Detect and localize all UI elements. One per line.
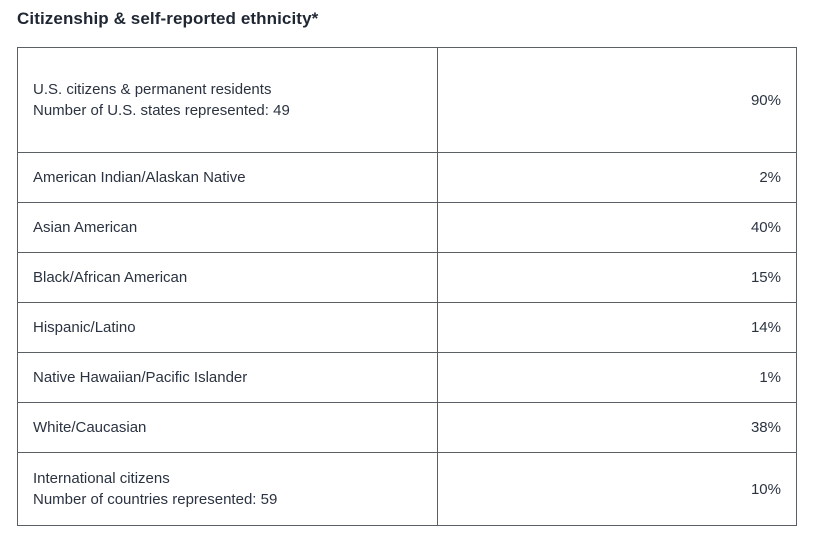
row-label: American Indian/Alaskan Native bbox=[17, 152, 438, 203]
row-label: Asian American bbox=[17, 202, 438, 253]
section-title: Citizenship & self-reported ethnicity* bbox=[17, 9, 319, 28]
table-row: International citizens Number of countri… bbox=[17, 452, 797, 526]
row-label: Black/African American bbox=[17, 252, 438, 303]
table-row: Black/African American 15% bbox=[17, 252, 797, 303]
citizenship-ethnicity-table: U.S. citizens & permanent residents Numb… bbox=[17, 47, 797, 526]
row-label: Native Hawaiian/Pacific Islander bbox=[17, 352, 438, 403]
row-label: Hispanic/Latino bbox=[17, 302, 438, 353]
table-row: American Indian/Alaskan Native 2% bbox=[17, 152, 797, 203]
row-value: 10% bbox=[437, 452, 797, 526]
table-row: U.S. citizens & permanent residents Numb… bbox=[17, 47, 797, 153]
row-label-cell: U.S. citizens & permanent residents Numb… bbox=[17, 47, 438, 153]
table-row: White/Caucasian 38% bbox=[17, 402, 797, 453]
row-label: U.S. citizens & permanent residents bbox=[33, 81, 272, 98]
row-value: 90% bbox=[437, 47, 797, 153]
table-row: Hispanic/Latino 14% bbox=[17, 302, 797, 353]
row-value: 15% bbox=[437, 252, 797, 303]
row-value: 40% bbox=[437, 202, 797, 253]
row-value: 1% bbox=[437, 352, 797, 403]
table-row: Native Hawaiian/Pacific Islander 1% bbox=[17, 352, 797, 403]
row-sublabel: Number of countries represented: 59 bbox=[33, 491, 278, 508]
row-value: 2% bbox=[437, 152, 797, 203]
row-value: 14% bbox=[437, 302, 797, 353]
row-sublabel: Number of U.S. states represented: 49 bbox=[33, 102, 290, 119]
row-value: 38% bbox=[437, 402, 797, 453]
table-row: Asian American 40% bbox=[17, 202, 797, 253]
row-label-cell: International citizens Number of countri… bbox=[17, 452, 438, 526]
row-label: White/Caucasian bbox=[17, 402, 438, 453]
row-label: International citizens bbox=[33, 470, 170, 487]
